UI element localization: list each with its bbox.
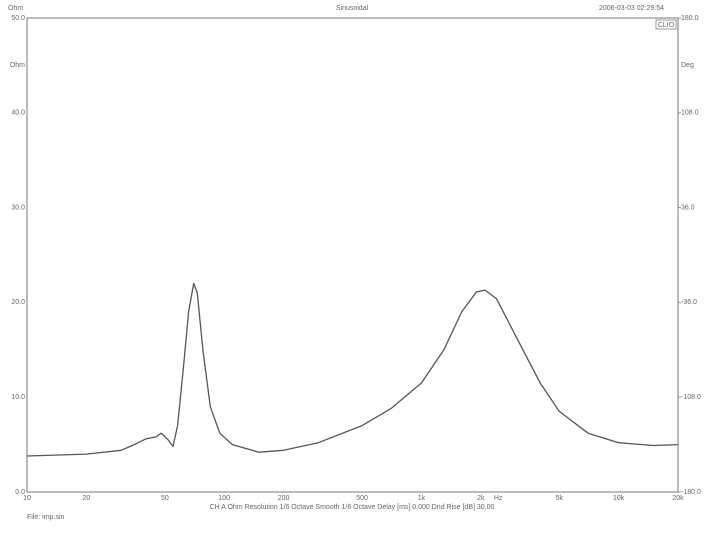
brand-box bbox=[655, 19, 677, 30]
x-tick-label: 10 bbox=[23, 495, 31, 502]
y-tick-label: 40.0 bbox=[11, 110, 25, 117]
x-tick-label: 20k bbox=[672, 495, 684, 502]
x-tick-label: 200 bbox=[278, 495, 290, 502]
brand: CLIO bbox=[658, 22, 675, 29]
x-tick-label: 2k bbox=[477, 495, 485, 502]
y-axis-label: Ohm bbox=[10, 62, 25, 69]
x-unit-label: Hz bbox=[494, 495, 503, 502]
y-tick-label: 20.0 bbox=[11, 299, 25, 306]
y2-tick-label: -108.0 bbox=[681, 394, 701, 401]
footer: CH A Ohm Resolution 1/6 Octave Smooth 1/… bbox=[210, 504, 495, 511]
x-tick-label: 10k bbox=[613, 495, 625, 502]
y-tick-label: 0.0 bbox=[15, 489, 25, 496]
plot-frame bbox=[26, 17, 679, 493]
x-tick-label: 5k bbox=[556, 495, 564, 502]
y2-tick-label: 108.0 bbox=[681, 110, 699, 117]
x-tick-label: 500 bbox=[356, 495, 368, 502]
y-tick-label: 10.0 bbox=[11, 394, 25, 401]
file-label: File: imp.sin bbox=[27, 514, 64, 521]
y2-tick-label: 180.0 bbox=[681, 15, 699, 22]
y-tick-label: 30.0 bbox=[11, 204, 25, 211]
y2-tick-label: -180.0 bbox=[681, 489, 701, 496]
impedance-curve bbox=[26, 282, 679, 457]
y2-tick-label: 36.0 bbox=[681, 204, 695, 211]
y2-axis-label: Deg bbox=[681, 62, 694, 69]
chart-title: Sinusoidal bbox=[336, 5, 369, 12]
x-tick-label: 50 bbox=[161, 495, 169, 502]
y-tick-label: 50.0 bbox=[11, 15, 25, 22]
y2-tick-label: -36.0 bbox=[681, 299, 697, 306]
header-left: Ohm bbox=[8, 5, 23, 12]
x-tick-label: 1k bbox=[418, 495, 426, 502]
timestamp: 2006-03-03 02:29:54 bbox=[599, 5, 664, 12]
x-tick-label: 100 bbox=[218, 495, 230, 502]
x-tick-label: 20 bbox=[82, 495, 90, 502]
